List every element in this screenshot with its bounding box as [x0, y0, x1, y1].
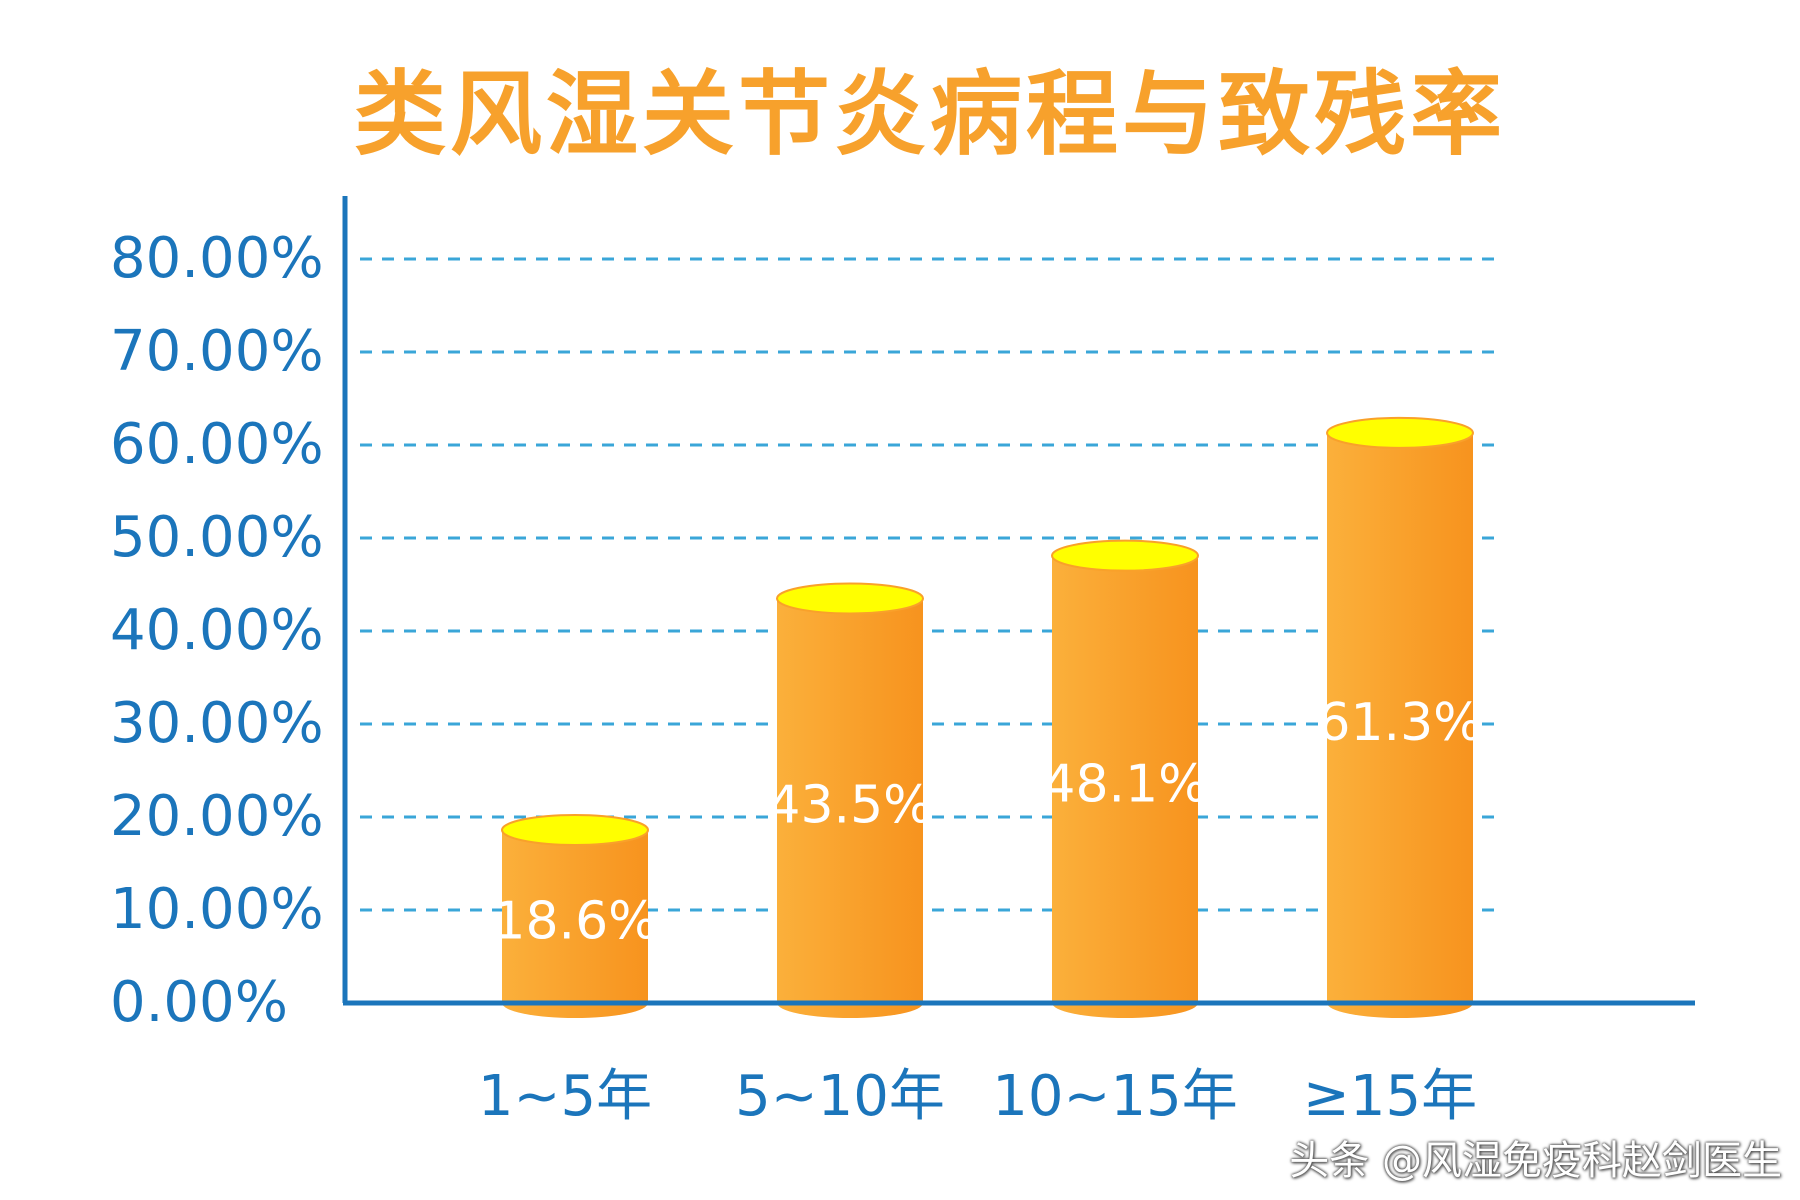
- y-tick-label: 80.00%: [110, 226, 324, 291]
- bar-top: [501, 814, 649, 847]
- bars: 18.6% 43.5% 48.1% 61.3%: [492, 416, 1483, 1018]
- bar-top: [1326, 416, 1474, 449]
- y-tick-label: 30.00%: [110, 691, 324, 756]
- x-tick-label: ≥15年: [1303, 1064, 1477, 1129]
- bar-data-label: 48.1%: [1042, 754, 1207, 814]
- bar-data-label: 43.5%: [767, 776, 932, 836]
- y-tick-label: 0.00%: [110, 970, 288, 1035]
- bar: 61.3%: [1317, 416, 1483, 1018]
- bar-body: [777, 598, 923, 1018]
- y-tick-label: 20.00%: [110, 784, 324, 849]
- bar: 48.1%: [1042, 539, 1208, 1018]
- x-tick-label: 10~15年: [992, 1064, 1237, 1129]
- bar: 43.5%: [767, 582, 933, 1018]
- bar-top: [1051, 539, 1199, 572]
- bar-data-label: 61.3%: [1317, 693, 1482, 753]
- y-tick-label: 70.00%: [110, 319, 324, 384]
- x-tick-label: 1~5年: [478, 1064, 652, 1129]
- bar-body: [502, 830, 648, 1018]
- axes: [342, 196, 1695, 1006]
- x-axis-ticks: 1~5年 5~10年 10~15年 ≥15年: [478, 1064, 1477, 1129]
- y-tick-label: 40.00%: [110, 598, 324, 663]
- chart-title: 类风湿关节炎病程与致残率: [353, 61, 1506, 168]
- bar-body: [1052, 555, 1198, 1018]
- bar-data-label: 18.6%: [492, 892, 657, 952]
- x-tick-label: 5~10年: [735, 1064, 945, 1129]
- bar-top: [776, 582, 924, 615]
- bar: 18.6%: [492, 814, 658, 1018]
- grid-lines: [360, 257, 1500, 912]
- y-tick-label: 50.00%: [110, 505, 324, 570]
- watermark: 头条 @风湿免疫科赵剑医生: [1289, 1138, 1782, 1184]
- y-axis-ticks: 0.00% 10.00% 20.00% 30.00% 40.00% 50.00% 60.00…: [110, 226, 324, 1035]
- y-tick-label: 60.00%: [110, 412, 324, 477]
- bar-body: [1327, 432, 1473, 1018]
- y-tick-label: 10.00%: [110, 877, 324, 942]
